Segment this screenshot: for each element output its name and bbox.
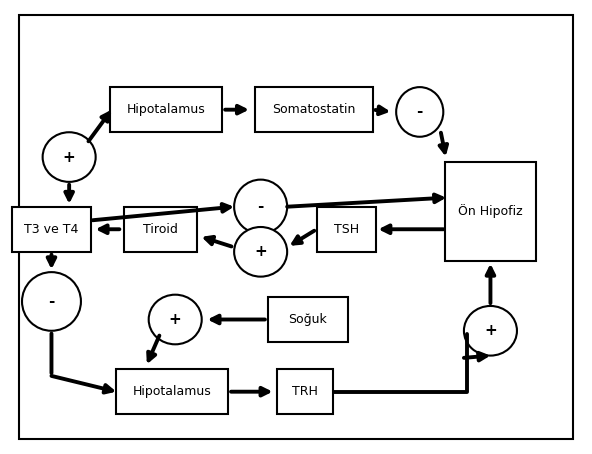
Text: T3 ve T4: T3 ve T4 (24, 223, 79, 236)
Text: TRH: TRH (292, 385, 318, 398)
Text: TSH: TSH (333, 223, 359, 236)
FancyBboxPatch shape (116, 369, 229, 414)
Text: Hipotalamus: Hipotalamus (133, 385, 211, 398)
Text: +: + (63, 149, 76, 164)
Text: Tiroid: Tiroid (143, 223, 178, 236)
Text: +: + (169, 312, 182, 327)
FancyBboxPatch shape (255, 87, 372, 132)
Text: +: + (484, 323, 497, 338)
Ellipse shape (43, 132, 96, 182)
FancyBboxPatch shape (445, 162, 536, 261)
FancyBboxPatch shape (110, 87, 223, 132)
Ellipse shape (22, 272, 81, 331)
Ellipse shape (464, 306, 517, 355)
FancyBboxPatch shape (317, 207, 375, 252)
Ellipse shape (149, 295, 202, 344)
Text: Somatostatin: Somatostatin (272, 103, 355, 116)
Text: Soğuk: Soğuk (288, 313, 327, 326)
FancyBboxPatch shape (12, 207, 91, 252)
Text: Hipotalamus: Hipotalamus (127, 103, 206, 116)
Text: -: - (49, 294, 54, 309)
FancyBboxPatch shape (268, 297, 348, 342)
FancyBboxPatch shape (277, 369, 333, 414)
FancyBboxPatch shape (124, 207, 197, 252)
Ellipse shape (396, 87, 443, 137)
Text: Ön Hipofiz: Ön Hipofiz (458, 204, 523, 218)
FancyBboxPatch shape (19, 15, 573, 439)
Text: +: + (255, 244, 267, 259)
Ellipse shape (234, 180, 287, 234)
Text: -: - (417, 104, 423, 119)
Ellipse shape (234, 227, 287, 276)
Text: -: - (258, 199, 264, 214)
